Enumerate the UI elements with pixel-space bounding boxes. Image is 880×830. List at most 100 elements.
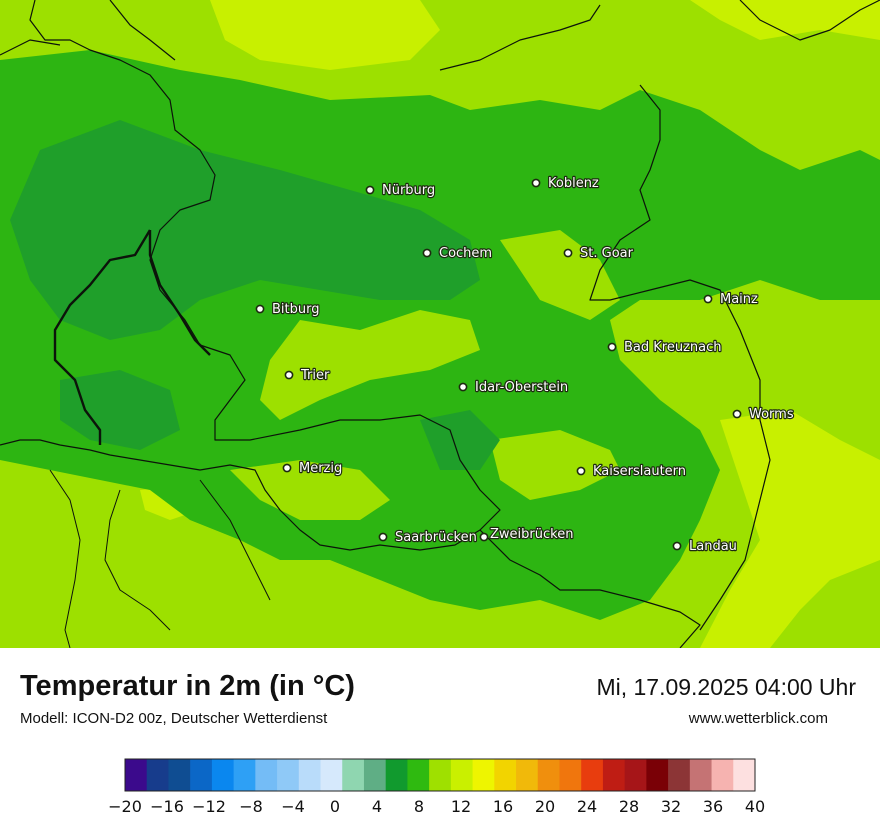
legend-swatch <box>624 759 647 791</box>
legend-swatch <box>125 759 148 791</box>
legend-swatch <box>646 759 669 791</box>
city-label: Zweibrücken <box>490 527 573 542</box>
legend-swatch <box>385 759 408 791</box>
temperature-map: Nürburg Koblenz Cochem St. Goar Mainz Bitburg… <box>0 0 880 648</box>
legend-swatch <box>168 759 191 791</box>
model-source: Modell: ICON-D2 00z, Deutscher Wetterdie… <box>20 710 328 727</box>
city-dot <box>576 466 586 476</box>
city-marker: Zweibrücken <box>479 526 575 543</box>
city-dot <box>732 409 742 419</box>
legend-swatch <box>363 759 387 791</box>
city-label: Landau <box>689 539 737 554</box>
city-label: Saarbrücken <box>395 530 477 545</box>
city-label: Mainz <box>720 292 758 307</box>
legend-swatch <box>733 759 756 791</box>
legend-swatch <box>472 759 495 791</box>
city-marker: Cochem <box>422 245 493 262</box>
city-label: Cochem <box>439 246 492 261</box>
city-dot <box>607 342 617 352</box>
legend-swatch <box>211 759 235 791</box>
legend-swatch <box>711 759 734 791</box>
city-dot <box>563 248 573 258</box>
legend-swatch <box>602 759 626 791</box>
legend-swatch <box>450 759 474 791</box>
website-link[interactable]: www.wetterblick.com <box>688 710 828 727</box>
legend-tick-label: 16 <box>493 797 513 816</box>
legend-swatch <box>298 759 322 791</box>
legend-tick-label: 8 <box>414 797 424 816</box>
forecast-datetime: Mi, 17.09.2025 04:00 Uhr <box>596 674 856 700</box>
city-marker: Merzig <box>282 460 343 477</box>
legend-swatch <box>342 759 365 791</box>
color-legend: −20 −16 −12 −8 −4 0 4 8 12 16 20 24 28 32 36 40 <box>108 758 765 816</box>
city-dot <box>458 382 468 392</box>
city-dot <box>672 541 682 551</box>
city-label: Nürburg <box>382 183 435 198</box>
border-lines <box>0 0 880 648</box>
legend-swatch <box>277 759 300 791</box>
legend-swatch <box>407 759 430 791</box>
city-label: Merzig <box>299 461 342 476</box>
city-dot <box>282 463 292 473</box>
legend-swatch <box>429 759 452 791</box>
legend-tick-label: 0 <box>330 797 340 816</box>
legend-swatch <box>255 759 278 791</box>
city-label: Trier <box>300 368 330 383</box>
legend-frame <box>124 758 756 792</box>
legend-swatch <box>190 759 213 791</box>
legend-tick-label: 40 <box>745 797 765 816</box>
city-label: Worms <box>749 407 794 422</box>
legend-tick-label: 20 <box>535 797 555 816</box>
city-marker: Nürburg <box>365 182 436 199</box>
legend-tick-label: −4 <box>281 797 305 816</box>
legend-swatch <box>233 759 256 791</box>
city-label: Bad Kreuznach <box>624 340 722 355</box>
legend-tick-label: 28 <box>619 797 639 816</box>
city-marker: Bad Kreuznach <box>607 339 723 356</box>
temperature-shading <box>0 0 880 648</box>
city-dot <box>365 185 375 195</box>
legend-ticks: −20 −16 −12 −8 −4 0 4 8 12 16 20 24 28 32 36 40 <box>108 797 765 816</box>
legend-swatches <box>125 759 756 791</box>
legend-tick-label: 24 <box>577 797 597 816</box>
city-dot <box>284 370 294 380</box>
city-marker: Mainz <box>703 291 759 308</box>
legend-swatch <box>494 759 517 791</box>
city-dot <box>255 304 265 314</box>
legend-swatch <box>516 759 539 791</box>
legend-swatch <box>537 759 560 791</box>
city-marker: Idar-Oberstein <box>458 379 569 396</box>
city-marker: Landau <box>672 538 738 555</box>
city-marker: Saarbrücken <box>378 529 478 546</box>
city-marker: Koblenz <box>531 175 600 192</box>
legend-swatch <box>146 759 169 791</box>
legend-tick-label: 36 <box>703 797 723 816</box>
legend-swatch <box>320 759 343 791</box>
legend-tick-label: 4 <box>372 797 382 816</box>
legend-swatch <box>559 759 582 791</box>
city-marker: Worms <box>732 406 795 423</box>
city-markers: Nürburg Koblenz Cochem St. Goar Mainz Bitburg… <box>255 175 795 555</box>
legend-swatch <box>689 759 713 791</box>
city-dot <box>479 532 489 542</box>
legend-tick-label: −8 <box>239 797 263 816</box>
legend-tick-label: −16 <box>150 797 184 816</box>
legend-tick-label: −20 <box>108 797 142 816</box>
city-marker: Bitburg <box>255 301 321 318</box>
city-dot <box>531 178 541 188</box>
legend-tick-label: −12 <box>192 797 226 816</box>
city-dot <box>378 532 388 542</box>
city-dot <box>703 294 713 304</box>
city-label: Kaiserslautern <box>593 464 686 479</box>
city-marker: Trier <box>284 367 331 384</box>
city-dot <box>422 248 432 258</box>
legend-tick-label: 12 <box>451 797 471 816</box>
city-label: St. Goar <box>580 246 634 261</box>
city-marker: Kaiserslautern <box>576 463 687 480</box>
legend-tick-label: 32 <box>661 797 681 816</box>
legend-swatch <box>581 759 604 791</box>
map-title: Temperatur in 2m (in °C) <box>20 670 355 702</box>
city-label: Koblenz <box>548 176 599 191</box>
city-marker: St. Goar <box>563 245 635 262</box>
city-label: Bitburg <box>272 302 320 317</box>
